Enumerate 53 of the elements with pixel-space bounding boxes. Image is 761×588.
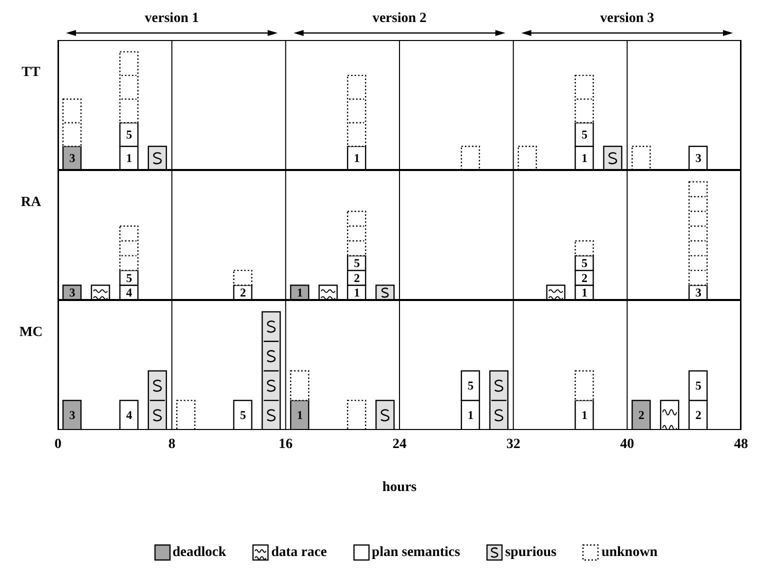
x-axis-title: hours [381,480,418,496]
annotation: 1 [354,286,360,300]
annotation: 5 [581,128,588,142]
legend-label: spurious [505,544,556,560]
x-tick-label: 32 [506,436,520,452]
x-tick-label: 16 [278,436,293,452]
legend-label: unknown [601,544,658,560]
annotation: 1 [296,408,303,422]
bar [603,146,622,170]
annotation: 3 [695,151,702,166]
annotation: 5 [126,128,132,142]
annotation: 1 [354,151,360,166]
annotation: 1 [581,151,588,166]
x-tick-label: 8 [168,436,176,452]
annotation: 3 [69,151,76,166]
annotation: 2 [638,408,644,422]
annotation: 3 [695,286,702,300]
annotation: 5 [468,378,474,393]
annotation: 5 [581,256,588,270]
annotation: 2 [354,270,360,285]
bar [632,146,651,170]
annotation: 1 [126,151,132,166]
x-tick-label: 24 [392,436,406,452]
y-axis-title: RA [20,195,42,211]
text: version 1 [144,11,199,26]
text: version 2 [372,11,427,26]
annotation: 1 [468,408,474,422]
annotation: 2 [240,286,246,300]
annotation: 3 [69,408,76,422]
annotation: 1 [296,286,303,300]
annotation: 2 [695,408,702,422]
annotation: 5 [695,378,702,393]
x-tick-label: 0 [54,436,62,452]
text: version 3 [600,11,654,26]
annotation: 2 [581,270,588,285]
annotation: 1 [581,408,588,422]
annotation: 5 [240,408,246,422]
x-tick-label: 48 [734,436,748,452]
bar [148,146,167,170]
annotation: 1 [581,286,588,300]
annotation: 5 [126,270,132,285]
y-axis-title: MC [18,325,44,341]
legend-label: plan semantics [372,544,460,560]
annotation: 4 [126,408,132,422]
legend-label: data race [271,544,327,560]
legend-label: deadlock [172,544,226,560]
annotation: 4 [126,286,132,300]
annotation: 5 [354,256,360,270]
bar [460,146,480,170]
x-tick-label: 40 [620,436,634,452]
bar [518,146,537,170]
annotation: 3 [69,286,76,300]
y-axis-title: TT [20,65,42,81]
